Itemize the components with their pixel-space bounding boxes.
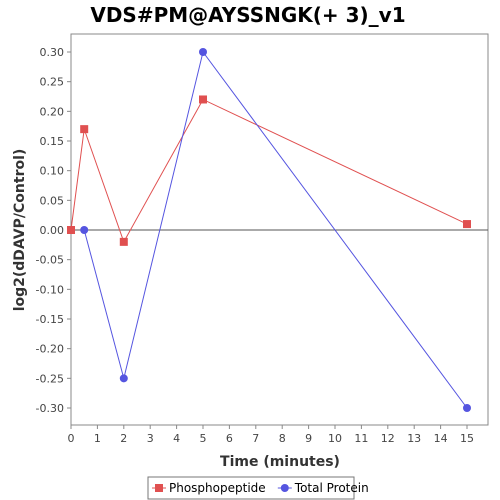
x-tick-label: 13 <box>407 432 421 445</box>
x-tick-label: 10 <box>328 432 342 445</box>
phosphopeptide-point <box>80 125 89 134</box>
y-tick-label: 0.15 <box>40 135 65 148</box>
x-tick-label: 1 <box>94 432 101 445</box>
legend-box <box>147 476 355 500</box>
total-protein-point <box>463 403 471 412</box>
x-tick-label: 15 <box>460 432 474 445</box>
legend-phosphopeptide-label: Phosphopeptide <box>169 481 266 495</box>
phosphopeptide-point <box>463 220 471 229</box>
x-tick-label: 14 <box>434 432 448 445</box>
total-protein-line <box>83 50 468 409</box>
x-tick-label: 0 <box>68 432 75 445</box>
chart-title: VDS#PM@AYSSNGK(+ 3)_v1 <box>90 3 405 27</box>
y-axis-title: log2(dDAVP/Control) <box>12 149 28 312</box>
legend-total-protein-marker <box>280 484 289 492</box>
total-protein-point <box>199 48 207 57</box>
phosphopeptide-point <box>67 226 75 234</box>
x-axis-title: Time (minutes) <box>220 454 340 470</box>
total-protein-point <box>119 374 128 383</box>
x-tick-label: 7 <box>252 432 259 445</box>
x-tick-label: 4 <box>173 432 180 445</box>
y-tick-label: 0.25 <box>40 76 65 89</box>
y-tick-label: -0.20 <box>36 343 64 356</box>
y-tick-label: 0.00 <box>40 224 65 237</box>
x-tick-label: 12 <box>381 432 395 445</box>
legend-phosphopeptide-marker <box>155 484 163 492</box>
x-tick-label: 8 <box>279 432 286 445</box>
y-tick-label: 0.20 <box>40 105 65 118</box>
y-tick-label: 0.10 <box>40 165 65 178</box>
x-tick-label: 6 <box>226 432 233 445</box>
y-tick-label: -0.10 <box>36 283 64 296</box>
y-tick-label: -0.15 <box>36 313 64 326</box>
x-tick-label: 2 <box>120 432 127 445</box>
total-protein-point <box>80 226 89 234</box>
y-tick-label: 0.05 <box>40 194 65 207</box>
phosphopeptide-point <box>119 237 128 246</box>
y-tick-label: -0.30 <box>36 402 64 415</box>
x-tick-label: 9 <box>305 432 312 445</box>
y-tick-label: -0.25 <box>36 372 64 385</box>
phosphopeptide-point <box>199 95 207 104</box>
legend: Phosphopeptide Total Protein <box>147 476 369 500</box>
plot-area: 0.30 0.25 0.20 0.15 0.10 0.05 0.00 -0.05 -0.10 -0… <box>36 33 489 445</box>
y-tick-label: 0.30 <box>40 46 65 59</box>
legend-total-protein-label: Total Protein <box>294 481 369 495</box>
x-tick-label: 5 <box>200 432 207 445</box>
y-tick-label: -0.05 <box>36 254 64 267</box>
x-tick-label: 11 <box>354 432 368 445</box>
x-tick-label: 3 <box>147 432 154 445</box>
